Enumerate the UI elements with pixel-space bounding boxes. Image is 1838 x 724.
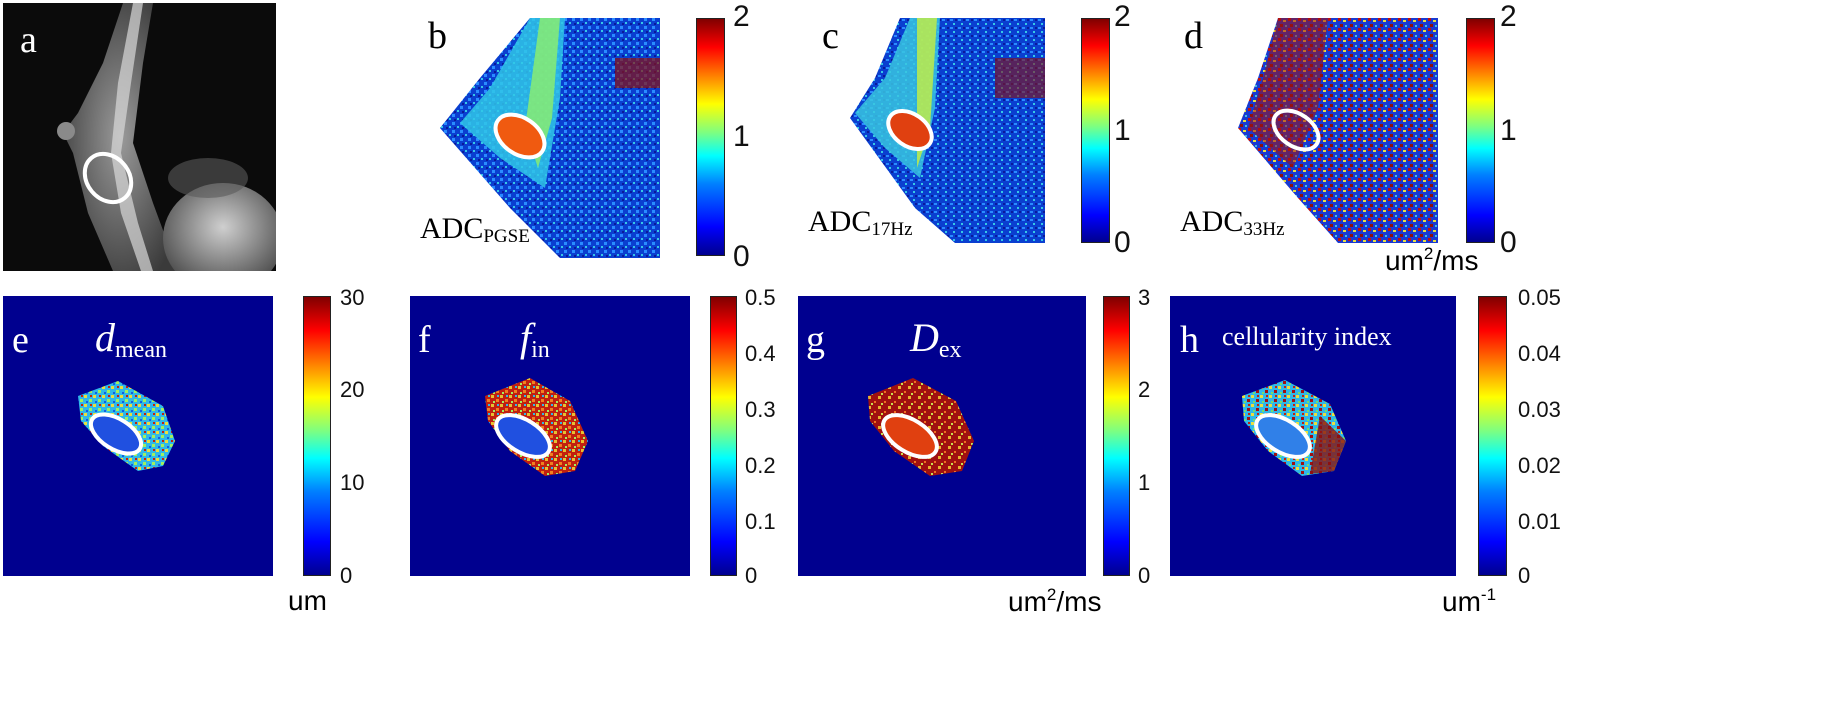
panel-d-tick-1: 1	[1500, 114, 1517, 147]
panel-d-adc-map	[1178, 18, 1438, 243]
panel-h-title: cellularity index	[1222, 322, 1392, 351]
panel-g-title: Dex	[910, 315, 962, 363]
panel-c-tick-1: 1	[1114, 114, 1131, 147]
panel-h-map	[1170, 296, 1456, 576]
panel-f-title: fin	[520, 315, 550, 363]
panel-f-tick-01: 0.1	[745, 509, 776, 534]
panel-b-colorbar	[696, 18, 725, 256]
panel-e-unit: um	[288, 585, 327, 616]
roi-ellipse-a	[82, 151, 134, 205]
panel-g-colorbar	[1103, 296, 1130, 576]
panel-e-tick-0: 0	[340, 563, 353, 588]
panel-b-tick-0: 0	[733, 240, 750, 273]
panel-h-unit: um-1	[1442, 585, 1497, 617]
panel-d-colorbar	[1466, 18, 1495, 243]
top-row-unit: um2/ms	[1385, 244, 1479, 276]
panel-f-tick-03: 0.3	[745, 397, 776, 422]
panel-e-map	[3, 296, 273, 576]
panel-e-title: dmean	[95, 315, 167, 363]
panel-b-letter: b	[428, 15, 447, 57]
panel-d-letter: d	[1184, 15, 1203, 57]
roi-ellipse-h	[1254, 413, 1312, 459]
panel-d-label: ADC33Hz	[1180, 205, 1285, 240]
panel-c-tick-0: 0	[1114, 226, 1131, 259]
roi-ellipse-f	[494, 413, 552, 459]
panel-a-letter: a	[20, 19, 37, 61]
roi-ellipse-e	[88, 412, 144, 456]
panel-b-adc-map	[420, 18, 660, 258]
panel-b-tick-2: 2	[733, 0, 750, 33]
panel-g-map	[798, 296, 1086, 576]
panel-h-tick-002: 0.02	[1518, 453, 1561, 478]
panel-f-tick-0: 0	[745, 563, 758, 588]
roi-ellipse-b	[493, 112, 547, 160]
panel-d-tick-2: 2	[1500, 0, 1517, 33]
panel-g-unit: um2/ms	[1008, 585, 1102, 617]
panel-f-map	[410, 296, 690, 576]
panel-c-letter: c	[822, 15, 839, 57]
panel-g-tick-3: 3	[1138, 285, 1151, 310]
panel-e-colorbar	[303, 296, 331, 576]
panel-g-letter: g	[806, 319, 825, 361]
panel-e-tick-20: 20	[340, 377, 365, 402]
panel-a-mri-image	[3, 3, 276, 271]
panel-g-tick-2: 2	[1138, 377, 1151, 402]
panel-c-label: ADC17Hz	[808, 205, 913, 240]
roi-ellipse-c	[886, 108, 934, 152]
panel-h-tick-005: 0.05	[1518, 285, 1561, 310]
panel-h-tick-0: 0	[1518, 563, 1531, 588]
panel-f-letter: f	[418, 319, 431, 361]
panel-d-tick-0: 0	[1500, 226, 1517, 259]
panel-b-label: ADCPGSE	[420, 212, 530, 247]
panel-g-tick-1: 1	[1138, 470, 1151, 495]
roi-ellipse-d	[1271, 108, 1321, 152]
panel-c-adc-map	[805, 18, 1045, 243]
panel-h-colorbar	[1478, 296, 1507, 576]
panel-e-tick-10: 10	[340, 470, 365, 495]
panel-c-colorbar	[1081, 18, 1110, 243]
panel-f-colorbar	[710, 296, 737, 576]
panel-h-tick-001: 0.01	[1518, 509, 1561, 534]
panel-f-tick-02: 0.2	[745, 453, 776, 478]
panel-b-tick-1: 1	[733, 120, 750, 153]
roi-ellipse-g	[881, 413, 939, 459]
panel-h-tick-003: 0.03	[1518, 397, 1561, 422]
panel-e-letter: e	[12, 319, 29, 361]
panel-h-letter: h	[1180, 319, 1199, 361]
panel-g-tick-0: 0	[1138, 563, 1151, 588]
panel-c-tick-2: 2	[1114, 0, 1131, 33]
panel-f-tick-04: 0.4	[745, 341, 776, 366]
panel-e-tick-30: 30	[340, 285, 365, 310]
panel-f-tick-05: 0.5	[745, 285, 776, 310]
panel-h-tick-004: 0.04	[1518, 341, 1561, 366]
